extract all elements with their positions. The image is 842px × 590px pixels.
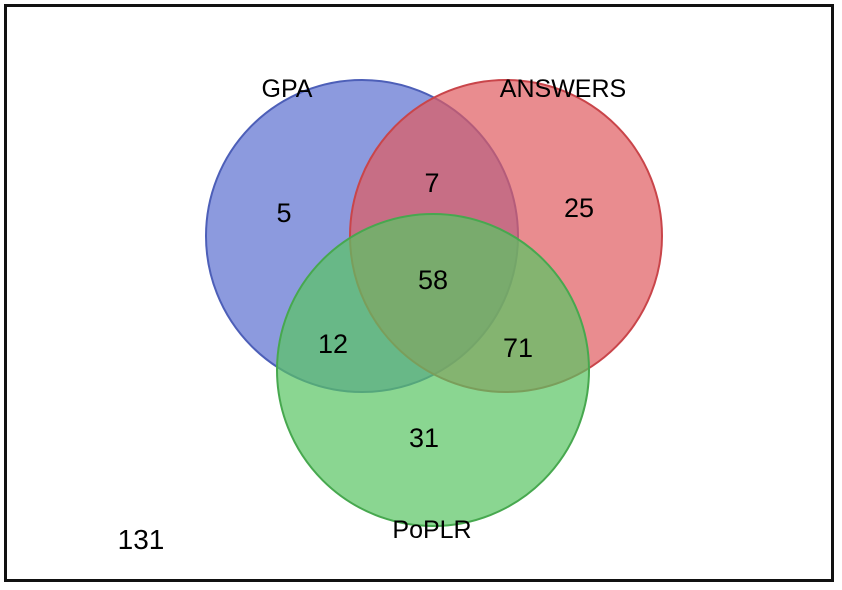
set-label-answers: ANSWERS: [500, 75, 626, 103]
count-answers-poplr: 71: [503, 333, 533, 363]
count-gpa-answers: 7: [424, 168, 439, 198]
count-gpa-only: 5: [276, 198, 291, 228]
set-label-gpa: GPA: [262, 75, 313, 103]
count-poplr-only: 31: [409, 423, 439, 453]
count-outside: 131: [118, 524, 165, 555]
count-gpa-poplr: 12: [318, 329, 348, 359]
set-label-poplr: PoPLR: [392, 516, 471, 544]
count-all-three: 58: [418, 265, 448, 295]
set-circle-poplr: [276, 213, 590, 527]
count-answers-only: 25: [564, 193, 594, 223]
